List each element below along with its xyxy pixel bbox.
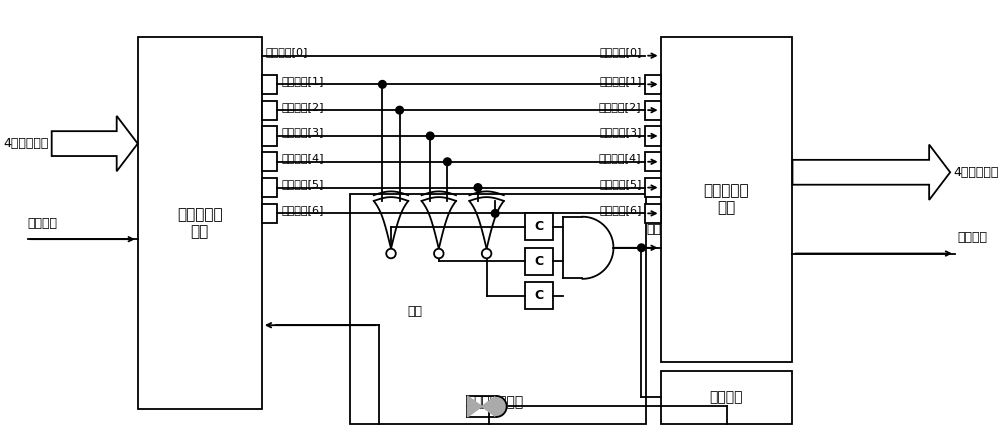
Text: 数据检测模块: 数据检测模块 [473,396,523,410]
Bar [525,248,553,275]
Bar [645,101,661,120]
Bar [525,282,553,309]
Text: 编码数据[1]: 编码数据[1] [281,76,323,86]
Text: 有效信号: 有效信号 [958,231,988,244]
Bar [645,204,661,223]
Text: C: C [535,220,544,233]
Text: 编码数据[0]: 编码数据[0] [266,47,308,57]
Circle shape [396,106,403,114]
Text: 编码数据[5]: 编码数据[5] [281,179,323,189]
Text: 编码数据[4]: 编码数据[4] [599,153,641,163]
Text: 编码数据[6]: 编码数据[6] [599,205,641,215]
Circle shape [379,81,386,88]
Circle shape [638,244,645,252]
Bar [350,194,646,424]
Text: 编码数据[4]: 编码数据[4] [281,153,324,163]
Bar [262,75,277,94]
Bar [645,126,661,145]
Text: 编码数据[5]: 编码数据[5] [599,179,641,189]
Text: 编码数据[1]: 编码数据[1] [599,76,641,86]
Circle shape [386,249,396,258]
Bar [661,36,792,361]
Text: 响应: 响应 [407,304,422,318]
Bar [262,178,277,197]
Circle shape [482,249,491,258]
Text: 请求: 请求 [646,223,661,236]
Circle shape [426,132,434,140]
Text: 编码数据[3]: 编码数据[3] [599,127,641,137]
Text: C: C [535,289,544,302]
Bar [645,152,661,171]
Polygon shape [52,116,138,171]
Circle shape [491,210,499,217]
Polygon shape [792,144,950,200]
Text: 编码数据[2]: 编码数据[2] [599,101,641,112]
Bar [525,214,553,240]
Bar [138,36,262,409]
Text: 有效信号: 有效信号 [28,217,58,229]
Circle shape [434,249,444,258]
Text: 4位接收数据: 4位接收数据 [953,166,998,179]
Bar [262,126,277,145]
Text: 编码数据[6]: 编码数据[6] [281,205,323,215]
Circle shape [444,158,451,166]
Text: C: C [535,255,544,268]
Bar [262,101,277,120]
Text: 接收使能: 接收使能 [710,390,743,404]
Text: 接收与解码
模块: 接收与解码 模块 [704,183,749,215]
Bar [661,371,792,424]
Bar [262,152,277,171]
Text: 编码数据[0]: 编码数据[0] [599,47,641,57]
Text: 4位发送数据: 4位发送数据 [3,137,49,150]
Text: 编码数据[2]: 编码数据[2] [281,101,324,112]
Bar [262,204,277,223]
Polygon shape [467,396,507,417]
Circle shape [474,184,482,191]
Bar [645,75,661,94]
Bar [645,178,661,197]
Text: 编码与发送
模块: 编码与发送 模块 [177,207,223,239]
Text: 编码数据[3]: 编码数据[3] [281,127,323,137]
